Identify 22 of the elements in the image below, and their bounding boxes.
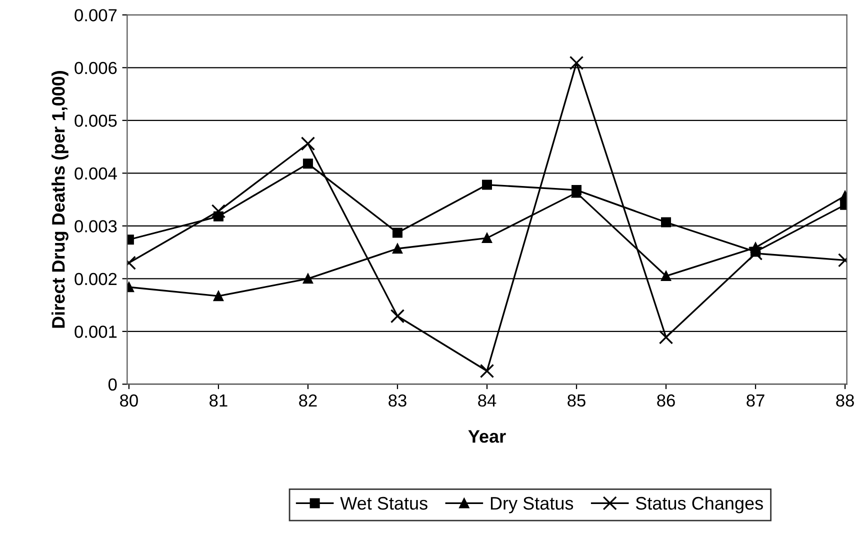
y-tick-label: 0.003 — [74, 220, 117, 232]
y-tick-label: 0 — [108, 378, 117, 391]
y-tick-label: 0.005 — [74, 114, 117, 127]
legend-label: Status Changes — [636, 496, 763, 514]
x-tick-label: 85 — [568, 394, 586, 407]
x-tick-label: 86 — [657, 394, 675, 407]
x-tick-label: 87 — [746, 394, 764, 407]
y-axis-title: Direct Drug Deaths (per 1,000) — [52, 71, 68, 328]
y-tick-label: 0.007 — [74, 9, 117, 22]
x-tick-label: 80 — [120, 394, 138, 407]
x-axis-title: Year — [468, 430, 506, 443]
x-tick-label: 83 — [388, 394, 406, 407]
x-tick-label: 88 — [836, 394, 854, 407]
legend-label: Wet Status — [340, 496, 428, 510]
y-tick-label: 0.001 — [74, 326, 117, 338]
x-tick-label: 84 — [478, 394, 496, 407]
y-tick-label: 0.002 — [74, 272, 117, 286]
legend-label: Dry Status — [490, 496, 574, 514]
x-tick-label: 81 — [210, 394, 228, 407]
y-tick-label: 0.004 — [74, 167, 117, 180]
y-tick-label: 0.006 — [74, 62, 117, 74]
x-tick-label: 82 — [299, 394, 317, 407]
